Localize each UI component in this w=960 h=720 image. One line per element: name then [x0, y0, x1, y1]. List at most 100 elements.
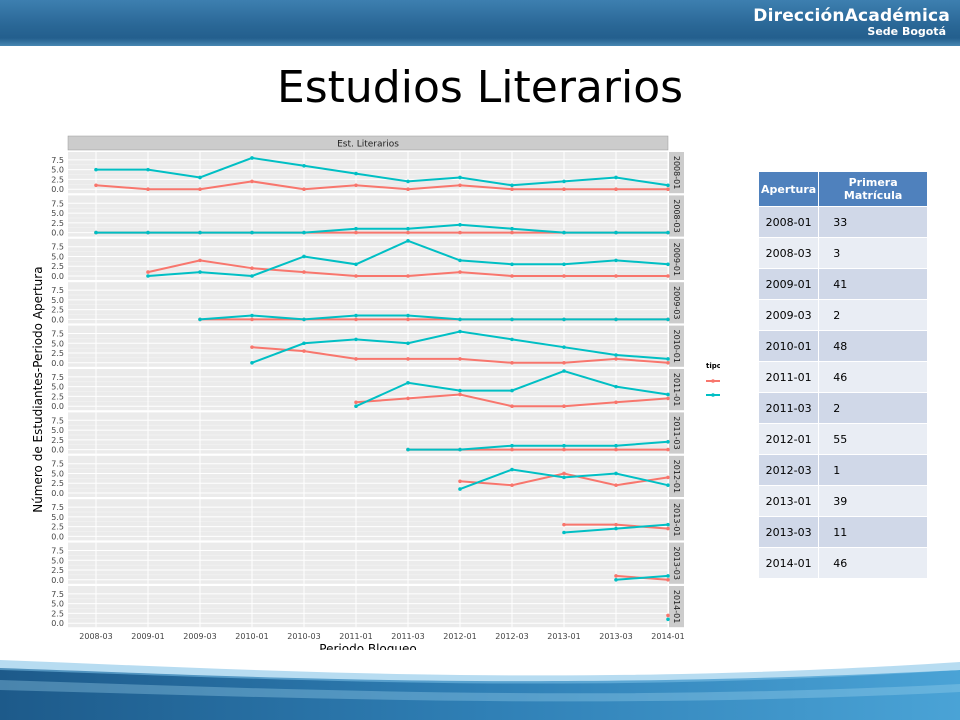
data-point-nacad: [562, 345, 566, 349]
data-point-nacad: [510, 226, 514, 231]
y-tick-label: 7.5: [51, 330, 64, 339]
y-tick-label: 5.0: [51, 426, 64, 435]
x-tick-label: 2013-01: [547, 632, 580, 641]
strip-title: Est. Literarios: [337, 140, 399, 150]
data-point-acad: [510, 447, 514, 452]
x-tick-label: 2012-03: [495, 632, 528, 641]
data-point-acad: [614, 483, 618, 487]
table-cell-apertura: 2011-03: [757, 392, 820, 424]
data-point-nacad: [302, 341, 306, 346]
data-point-nacad: [614, 384, 618, 389]
data-point-nacad: [198, 317, 202, 322]
facet-label: 2011-01: [672, 373, 681, 406]
data-point-nacad: [354, 337, 358, 342]
data-point-nacad: [458, 329, 462, 334]
data-point-acad: [406, 317, 410, 322]
data-point-acad: [94, 183, 98, 188]
data-point-nacad: [406, 179, 410, 184]
y-tick-label: 5.0: [51, 600, 64, 609]
table-row: 2009-03 2: [757, 299, 928, 331]
data-point-acad: [458, 392, 462, 397]
y-tick-label: 5.0: [51, 296, 64, 305]
facet-label: 2010-01: [672, 329, 681, 362]
table-cell-apertura: 2011-01: [757, 361, 820, 393]
y-tick-label: 0.0: [51, 489, 64, 498]
facet-label: 2009-01: [672, 243, 681, 276]
data-point-nacad: [198, 230, 202, 235]
series-line-nacad: [615, 574, 669, 581]
data-point-nacad: [562, 443, 566, 448]
facet-label: 2009-03: [672, 286, 681, 319]
data-point-acad: [666, 274, 670, 278]
data-point-acad: [146, 270, 150, 274]
data-point-nacad: [510, 388, 514, 393]
data-point-nacad: [198, 175, 202, 180]
table-row: 2008-01 33: [757, 206, 928, 238]
data-point-nacad: [562, 262, 566, 267]
data-point-acad: [666, 578, 670, 582]
table-cell-apertura: 2010-01: [757, 330, 820, 362]
facet-strip-bg: [669, 325, 684, 367]
y-tick-label: 5.0: [51, 513, 64, 522]
y-tick-label: 5.0: [51, 383, 64, 392]
y-tick-label: 7.5: [51, 460, 64, 469]
facet-label: 2008-03: [672, 199, 681, 232]
data-point-nacad: [354, 262, 358, 267]
data-point-nacad: [406, 239, 410, 243]
data-point-nacad: [250, 230, 254, 235]
data-point-nacad: [614, 317, 618, 322]
data-point-nacad: [458, 258, 462, 263]
table-row: 2009-01 41: [757, 268, 928, 300]
facet-panel: [68, 499, 668, 541]
y-tick-label: 2.5: [51, 349, 64, 358]
facet-strip-bg: [669, 195, 684, 237]
slide-title: Estudios Literarios: [276, 62, 684, 113]
facet-strip-bg: [669, 499, 684, 541]
y-tick-label: 0.0: [51, 272, 64, 281]
data-point-nacad: [562, 369, 566, 373]
footer-wave: [0, 660, 960, 720]
y-tick-label: 2.5: [51, 609, 64, 618]
table-row: 2011-03 2: [757, 392, 928, 424]
data-point-acad: [354, 183, 358, 188]
data-point-nacad: [510, 317, 514, 322]
data-point-acad: [562, 404, 566, 409]
data-point-nacad: [666, 183, 670, 188]
data-point-nacad: [406, 380, 410, 385]
data-point-acad: [354, 357, 358, 361]
data-point-acad: [510, 274, 514, 278]
facet-strip-bg: [669, 152, 684, 194]
facet-strip-bg: [669, 238, 684, 280]
data-point-acad: [198, 258, 202, 263]
data-point-nacad: [666, 617, 670, 622]
y-tick-label: 0.0: [51, 315, 64, 324]
table-cell-matricula: 55: [818, 423, 928, 455]
facet-strip-bg: [669, 542, 684, 584]
data-point-acad: [354, 317, 358, 322]
data-point-nacad: [614, 471, 618, 476]
data-point-acad: [614, 187, 618, 191]
data-point-acad: [458, 357, 462, 361]
data-point-acad: [666, 396, 670, 401]
facet-strip-bg: [669, 412, 684, 454]
data-point-acad: [250, 345, 254, 349]
facet-label: 2013-01: [672, 503, 681, 536]
data-point-acad: [406, 396, 410, 401]
table-cell-matricula: 2: [818, 392, 928, 424]
facet-panel: [68, 369, 668, 411]
data-point-acad: [354, 400, 358, 405]
data-point-acad: [198, 187, 202, 191]
data-point-nacad: [458, 175, 462, 180]
data-point-acad: [614, 522, 618, 527]
table-cell-matricula: 3: [818, 237, 928, 269]
y-tick-label: 7.5: [51, 503, 64, 512]
data-point-acad: [614, 274, 618, 278]
facet-label: 2012-01: [672, 460, 681, 493]
data-point-nacad: [510, 467, 514, 472]
facet-panel: [68, 282, 668, 324]
facet-label: 2014-01: [672, 590, 681, 623]
data-point-nacad: [510, 262, 514, 267]
x-tick-label: 2009-03: [183, 632, 216, 641]
x-tick-label: 2011-03: [391, 632, 424, 641]
